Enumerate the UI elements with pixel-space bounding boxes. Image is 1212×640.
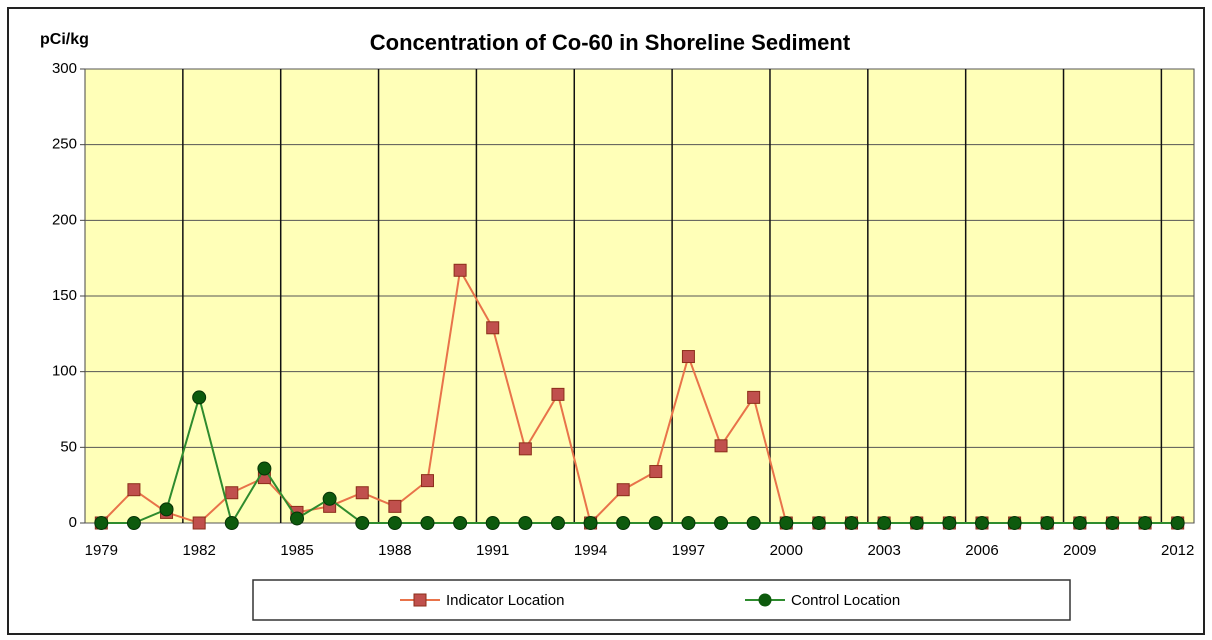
marker bbox=[681, 350, 695, 364]
x-tick-label: 1991 bbox=[476, 542, 509, 559]
marker bbox=[126, 516, 141, 530]
y-tick-label: 250 bbox=[52, 136, 77, 153]
marker bbox=[322, 491, 337, 506]
marker bbox=[127, 483, 141, 497]
marker bbox=[518, 442, 532, 456]
marker bbox=[192, 390, 207, 405]
marker bbox=[811, 516, 826, 530]
marker bbox=[909, 516, 924, 530]
legend-label: Indicator Location bbox=[446, 592, 564, 609]
marker bbox=[583, 516, 598, 530]
marker bbox=[224, 516, 239, 530]
marker bbox=[877, 516, 892, 530]
marker bbox=[550, 516, 565, 530]
y-axis-label: pCi/kg bbox=[40, 31, 89, 48]
marker bbox=[714, 439, 728, 453]
marker bbox=[648, 516, 663, 530]
marker bbox=[420, 474, 434, 488]
marker bbox=[159, 502, 174, 517]
marker bbox=[747, 390, 761, 404]
marker bbox=[290, 511, 305, 526]
marker bbox=[1007, 516, 1022, 530]
x-tick-label: 2006 bbox=[965, 542, 998, 559]
legend-marker bbox=[758, 593, 772, 607]
marker bbox=[355, 516, 370, 530]
marker bbox=[257, 461, 272, 476]
y-tick-label: 0 bbox=[69, 514, 77, 531]
y-tick-label: 150 bbox=[52, 287, 77, 304]
marker bbox=[192, 516, 206, 530]
marker bbox=[1170, 516, 1185, 530]
marker bbox=[844, 516, 859, 530]
x-tick-label: 1988 bbox=[378, 542, 411, 559]
marker bbox=[714, 516, 729, 530]
y-tick-label: 100 bbox=[52, 363, 77, 380]
marker bbox=[779, 516, 794, 530]
x-tick-label: 2009 bbox=[1063, 542, 1096, 559]
marker bbox=[942, 516, 957, 530]
marker bbox=[1138, 516, 1153, 530]
marker bbox=[616, 516, 631, 530]
marker bbox=[616, 483, 630, 497]
legend-box bbox=[252, 579, 1071, 621]
marker bbox=[387, 516, 402, 530]
marker bbox=[746, 516, 761, 530]
y-tick-label: 300 bbox=[52, 60, 77, 77]
x-tick-label: 2000 bbox=[770, 542, 803, 559]
x-tick-label: 1985 bbox=[280, 542, 313, 559]
marker bbox=[551, 387, 565, 401]
marker bbox=[420, 516, 435, 530]
x-tick-label: 2012 bbox=[1161, 542, 1194, 559]
marker bbox=[649, 465, 663, 479]
marker bbox=[518, 516, 533, 530]
marker bbox=[1105, 516, 1120, 530]
marker bbox=[94, 516, 109, 530]
marker bbox=[681, 516, 696, 530]
y-tick-label: 200 bbox=[52, 211, 77, 228]
chart-title: Concentration of Co-60 in Shoreline Sedi… bbox=[370, 30, 851, 55]
marker bbox=[486, 321, 500, 335]
x-tick-label: 2003 bbox=[867, 542, 900, 559]
marker bbox=[1072, 516, 1087, 530]
marker bbox=[485, 516, 500, 530]
x-tick-label: 1979 bbox=[85, 542, 118, 559]
x-tick-label: 1994 bbox=[574, 542, 607, 559]
legend-marker bbox=[413, 593, 427, 607]
legend-label: Control Location bbox=[791, 592, 900, 609]
series-line bbox=[101, 393, 1178, 526]
marker bbox=[388, 499, 402, 513]
marker bbox=[1040, 516, 1055, 530]
x-tick-label: 1982 bbox=[182, 542, 215, 559]
marker bbox=[355, 486, 369, 500]
marker bbox=[225, 486, 239, 500]
marker bbox=[453, 516, 468, 530]
y-tick-label: 50 bbox=[60, 438, 77, 455]
marker bbox=[453, 263, 467, 277]
marker bbox=[974, 516, 989, 530]
x-tick-label: 1997 bbox=[672, 542, 705, 559]
